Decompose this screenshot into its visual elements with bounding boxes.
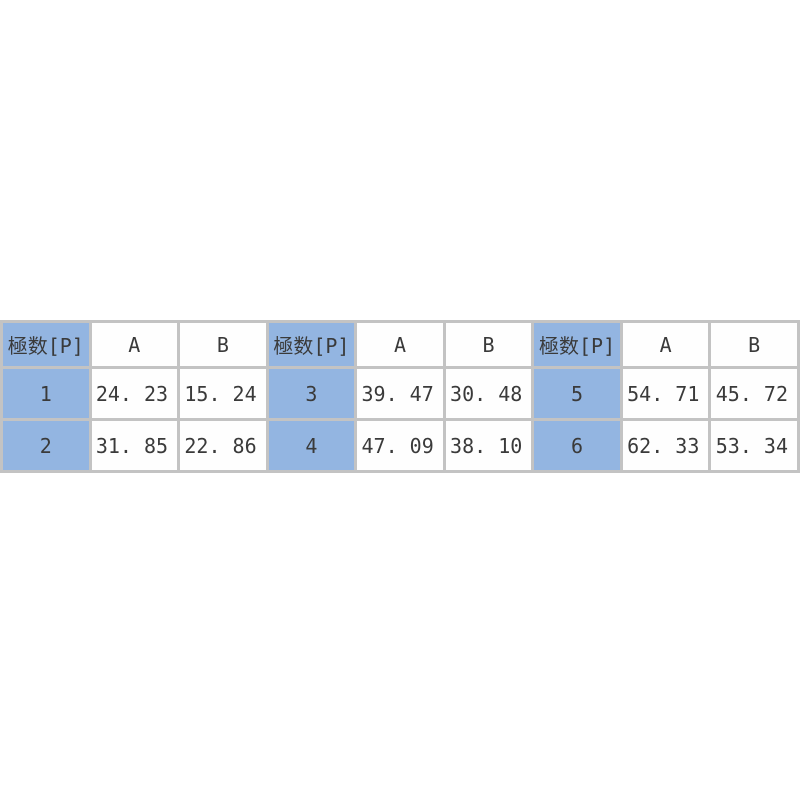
header-cell-poles-2: 極数[P] [265,320,358,369]
pole-cell-2: 2 [0,418,92,473]
value-b-pole-2: 22. 86 [177,418,269,473]
pole-cell-3: 3 [265,366,358,421]
header-cell-poles-1: 極数[P] [0,320,92,369]
value-b-pole-5: 45. 72 [708,366,800,421]
value-b-pole-4: 38. 10 [442,418,535,473]
value-a-pole-4: 47. 09 [354,418,446,473]
value-a-pole-3: 39. 47 [354,366,446,421]
table-header-row: 極数[P] A B 極数[P] A B 極数[P] A B [0,320,800,369]
header-cell-a-1: A [88,320,181,369]
value-a-pole-1: 24. 23 [88,366,181,421]
pole-cell-1: 1 [0,366,92,421]
pole-cell-5: 5 [531,366,623,421]
table-row-2: 2 31. 85 22. 86 4 47. 09 38. 10 6 62. 33… [0,418,800,473]
header-cell-b-2: B [442,320,535,369]
value-a-pole-6: 62. 33 [619,418,712,473]
header-cell-a-2: A [354,320,446,369]
header-cell-a-3: A [619,320,712,369]
value-b-pole-6: 53. 34 [708,418,800,473]
pole-cell-4: 4 [265,418,358,473]
dimension-table-section: 極数[P] A B 極数[P] A B 極数[P] A B 1 24. 23 1… [0,320,800,473]
pole-cell-6: 6 [531,418,623,473]
value-a-pole-5: 54. 71 [619,366,712,421]
header-cell-b-3: B [708,320,800,369]
header-cell-poles-3: 極数[P] [531,320,623,369]
pole-dimension-table: 極数[P] A B 極数[P] A B 極数[P] A B 1 24. 23 1… [0,320,800,473]
value-a-pole-2: 31. 85 [88,418,181,473]
value-b-pole-1: 15. 24 [177,366,269,421]
value-b-pole-3: 30. 48 [442,366,535,421]
header-cell-b-1: B [177,320,269,369]
table-row-1: 1 24. 23 15. 24 3 39. 47 30. 48 5 54. 71… [0,366,800,421]
